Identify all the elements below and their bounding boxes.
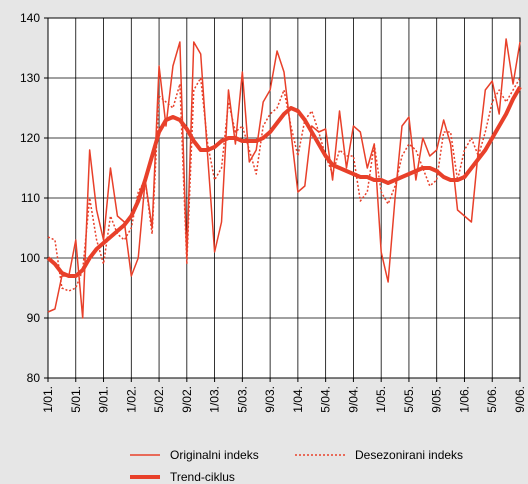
- y-tick-label: 90: [27, 311, 41, 325]
- x-tick-label: 1/03.: [208, 386, 222, 413]
- x-tick-label: 1/06.: [457, 386, 471, 413]
- x-tick-label: 9/06.: [513, 386, 527, 413]
- y-tick-label: 120: [20, 131, 40, 145]
- x-tick-label: 9/04.: [346, 386, 360, 413]
- legend-label: Trend-ciklus: [170, 470, 235, 484]
- x-tick-label: 9/02.: [180, 386, 194, 413]
- y-tick-label: 140: [20, 11, 40, 25]
- y-tick-label: 110: [21, 191, 40, 205]
- x-tick-label: 1/02.: [124, 386, 138, 413]
- x-tick-label: 9/01.: [97, 386, 111, 413]
- y-tick-label: 130: [20, 71, 40, 85]
- x-tick-label: 5/02.: [152, 386, 166, 413]
- x-tick-label: 1/01.: [41, 386, 55, 413]
- x-tick-label: 1/05.: [374, 386, 388, 413]
- legend-label: Desezonirani indeks: [355, 448, 463, 462]
- series-line: [47, 38, 521, 319]
- x-tick-label: 9/03.: [263, 386, 277, 413]
- x-tick-label: 5/04.: [319, 386, 333, 413]
- y-tick-label: 100: [20, 251, 40, 265]
- x-tick-label: 5/06.: [485, 386, 499, 413]
- x-tick-label: 5/03.: [235, 386, 249, 413]
- legend-label: Originalni indeks: [170, 448, 259, 462]
- x-tick-label: 1/04.: [291, 386, 305, 413]
- plot-frame: [47, 17, 521, 379]
- x-tick-label: 5/05.: [402, 386, 416, 413]
- y-tick-label: 80: [27, 371, 41, 385]
- x-tick-label: 5/01.: [69, 386, 83, 413]
- x-tick-label: 9/05.: [430, 386, 444, 413]
- series-line: [46, 85, 522, 278]
